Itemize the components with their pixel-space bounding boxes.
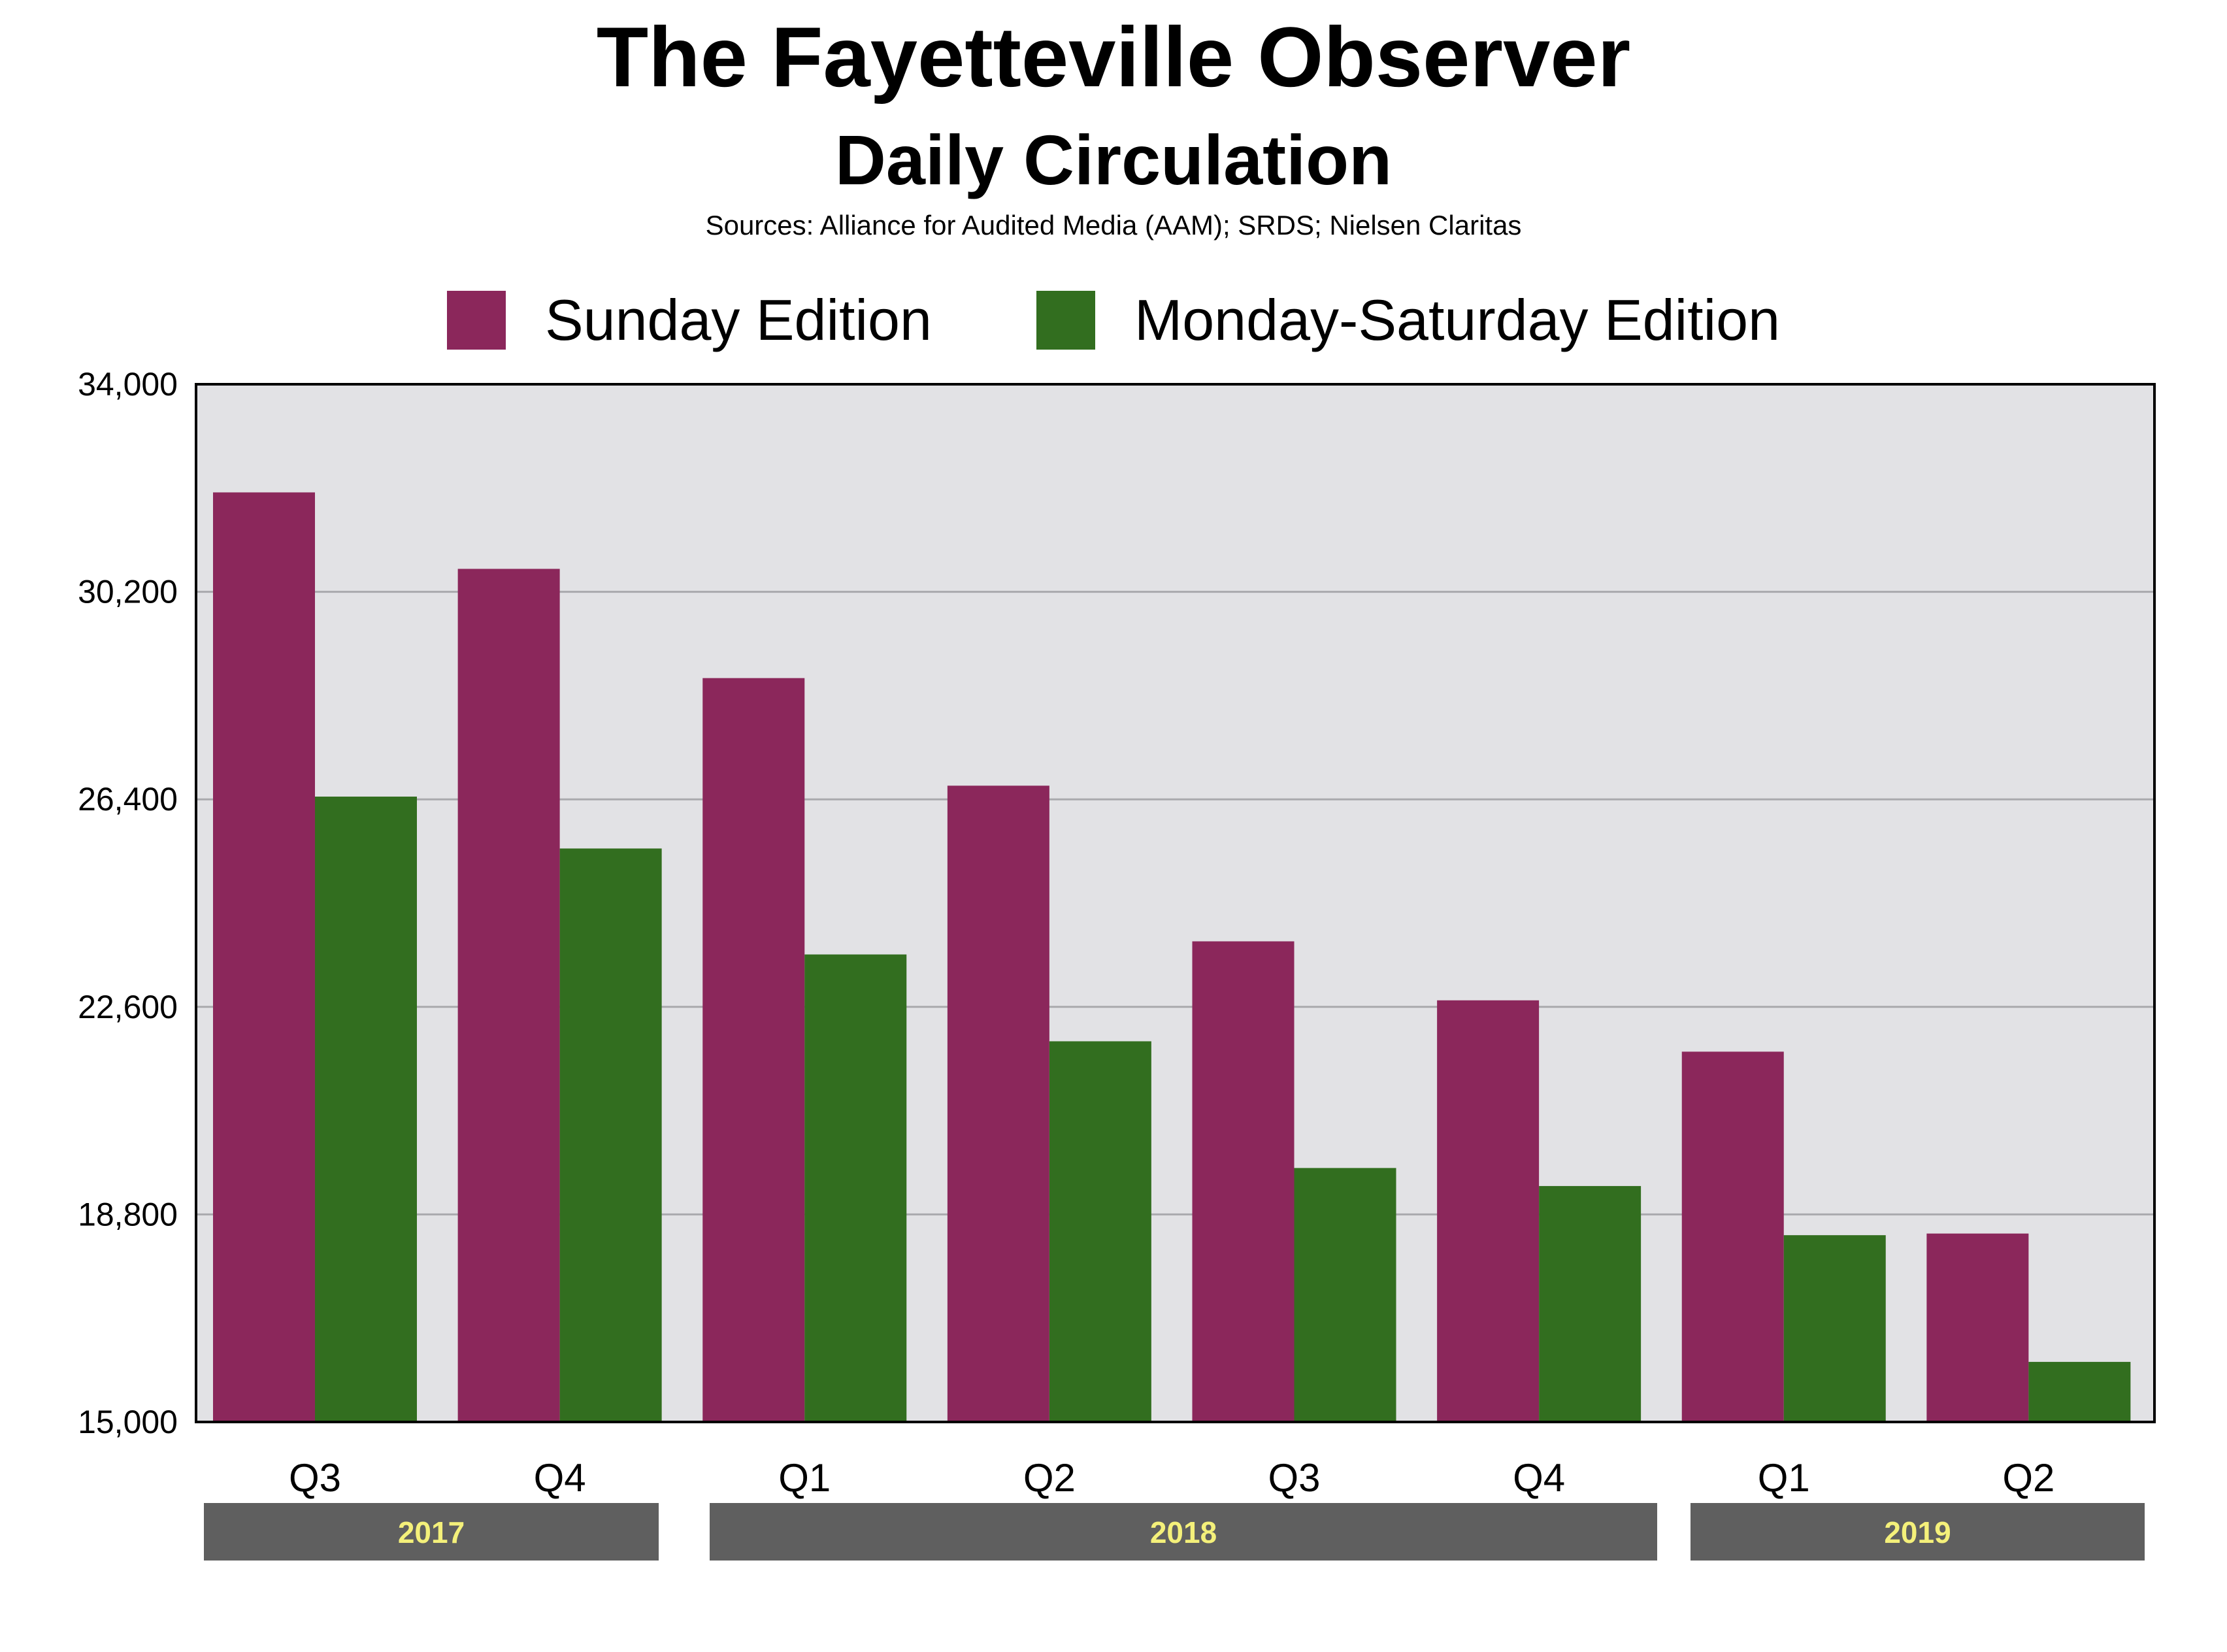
plot-border xyxy=(195,383,2156,1423)
bar-monday-saturday-edition xyxy=(315,797,417,1422)
chart-title: The Fayetteville Observer xyxy=(596,9,1631,105)
legend: Sunday Edition Monday-Saturday Edition xyxy=(0,288,2227,353)
x-tick-label: Q1 xyxy=(1758,1456,1810,1500)
bar-sunday-edition xyxy=(1437,1000,1540,1422)
legend-swatch-monday-saturday xyxy=(1036,291,1095,350)
year-group-bar xyxy=(1691,1503,2145,1561)
bar-monday-saturday-edition xyxy=(804,954,907,1422)
y-tick-label: 15,000 xyxy=(78,1404,178,1440)
legend-item-monday-saturday: Monday-Saturday Edition xyxy=(1036,288,1780,353)
chart-subtitle: Daily Circulation xyxy=(834,120,1393,199)
bar-sunday-edition xyxy=(1926,1233,2029,1422)
bar-sunday-edition xyxy=(1681,1051,1784,1422)
year-group-label: 2019 xyxy=(1884,1515,1951,1549)
bar-monday-saturday-edition xyxy=(559,848,662,1422)
y-tick-label: 18,800 xyxy=(78,1196,178,1232)
bar-sunday-edition xyxy=(702,678,805,1422)
x-tick-label: Q4 xyxy=(534,1456,586,1500)
x-tick-label: Q1 xyxy=(778,1456,831,1500)
y-tick-label: 30,200 xyxy=(78,574,178,610)
x-tick-label: Q3 xyxy=(1268,1456,1320,1500)
year-group-bar xyxy=(204,1503,659,1561)
x-tick-label: Q3 xyxy=(289,1456,341,1500)
bar-sunday-edition xyxy=(1192,941,1295,1422)
bar-monday-saturday-edition xyxy=(1049,1041,1151,1422)
legend-label-sunday: Sunday Edition xyxy=(544,288,932,352)
bar-sunday-edition xyxy=(457,569,560,1422)
legend-label-monday-saturday: Monday-Saturday Edition xyxy=(1134,288,1781,352)
y-tick-label: 22,600 xyxy=(78,989,178,1025)
bar-monday-saturday-edition xyxy=(2028,1362,2131,1422)
chart-source: Sources: Alliance for Audited Media (AAM… xyxy=(705,210,1522,240)
legend-swatch-sunday xyxy=(446,291,506,350)
y-tick-label: 34,000 xyxy=(78,366,178,403)
bar-monday-saturday-edition xyxy=(1783,1235,1886,1422)
bar-sunday-edition xyxy=(947,785,1049,1422)
year-group-bar xyxy=(710,1503,1657,1561)
bar-monday-saturday-edition xyxy=(1294,1168,1396,1422)
year-group-label: 2018 xyxy=(1150,1515,1217,1549)
legend-item-sunday: Sunday Edition xyxy=(446,288,932,353)
y-tick-label: 26,400 xyxy=(78,781,178,818)
x-tick-label: Q4 xyxy=(1513,1456,1565,1500)
bar-monday-saturday-edition xyxy=(1539,1185,1641,1422)
x-tick-label: Q2 xyxy=(1023,1456,1076,1500)
x-tick-label: Q2 xyxy=(2002,1456,2054,1500)
year-group-label: 2017 xyxy=(398,1515,465,1549)
bar-sunday-edition xyxy=(213,492,315,1422)
